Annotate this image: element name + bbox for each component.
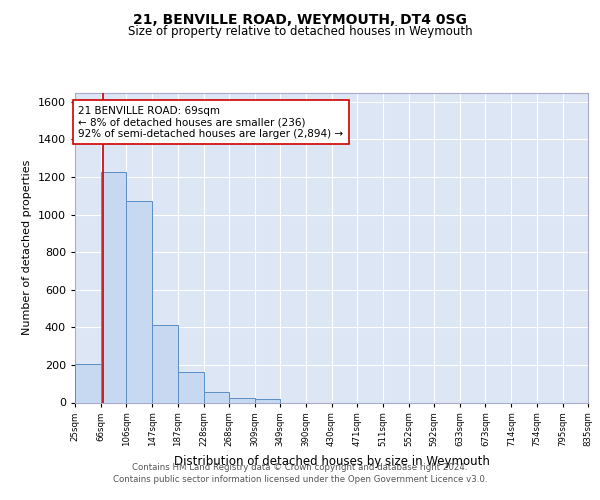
X-axis label: Distribution of detached houses by size in Weymouth: Distribution of detached houses by size … — [173, 454, 490, 468]
Text: Size of property relative to detached houses in Weymouth: Size of property relative to detached ho… — [128, 25, 472, 38]
Text: 21, BENVILLE ROAD, WEYMOUTH, DT4 0SG: 21, BENVILLE ROAD, WEYMOUTH, DT4 0SG — [133, 12, 467, 26]
Text: Contains HM Land Registry data © Crown copyright and database right 2024.: Contains HM Land Registry data © Crown c… — [132, 462, 468, 471]
Bar — [255, 398, 280, 402]
Text: 21 BENVILLE ROAD: 69sqm
← 8% of detached houses are smaller (236)
92% of semi-de: 21 BENVILLE ROAD: 69sqm ← 8% of detached… — [78, 106, 343, 139]
Bar — [203, 392, 229, 402]
Bar — [127, 200, 152, 402]
Bar — [101, 172, 127, 402]
Bar — [75, 364, 101, 403]
Y-axis label: Number of detached properties: Number of detached properties — [22, 160, 32, 335]
Bar — [229, 398, 255, 402]
Bar — [152, 326, 178, 402]
Bar — [178, 372, 203, 402]
Text: Contains public sector information licensed under the Open Government Licence v3: Contains public sector information licen… — [113, 475, 487, 484]
